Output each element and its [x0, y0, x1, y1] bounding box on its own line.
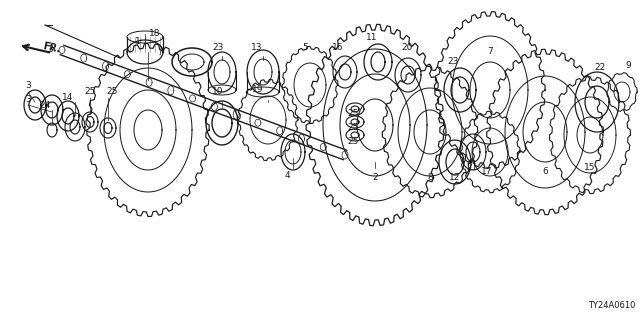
Text: 6: 6 [542, 167, 548, 177]
Text: 21: 21 [467, 164, 477, 172]
Text: 24: 24 [40, 100, 51, 109]
Text: 5: 5 [302, 44, 308, 52]
Text: 3: 3 [47, 45, 53, 54]
Text: 22: 22 [595, 63, 605, 73]
Text: 25: 25 [106, 87, 118, 97]
Text: 14: 14 [62, 92, 74, 101]
Text: 3: 3 [25, 95, 31, 105]
Text: 3: 3 [25, 81, 31, 90]
Text: 12: 12 [449, 172, 461, 181]
Text: 1: 1 [135, 37, 141, 46]
Text: 2: 2 [372, 172, 378, 181]
Text: 8: 8 [427, 172, 433, 181]
Text: 20: 20 [401, 44, 413, 52]
Text: 25: 25 [348, 138, 358, 147]
Text: 9: 9 [625, 60, 631, 69]
Text: 23: 23 [447, 58, 459, 67]
Text: 4: 4 [284, 171, 290, 180]
Text: 13: 13 [252, 44, 263, 52]
Text: 11: 11 [366, 34, 378, 43]
Text: 7: 7 [487, 47, 493, 57]
Text: 25: 25 [348, 124, 358, 132]
Text: 16: 16 [332, 44, 344, 52]
Text: 25: 25 [348, 109, 358, 118]
Text: FR.: FR. [42, 41, 61, 55]
Text: TY24A0610: TY24A0610 [588, 301, 635, 310]
Text: 19: 19 [252, 85, 264, 94]
Text: 17: 17 [481, 167, 493, 177]
Text: 18: 18 [149, 29, 161, 38]
Text: 25: 25 [84, 87, 96, 97]
Text: 23: 23 [212, 44, 224, 52]
Text: 10: 10 [212, 87, 224, 97]
Text: 15: 15 [584, 164, 596, 172]
